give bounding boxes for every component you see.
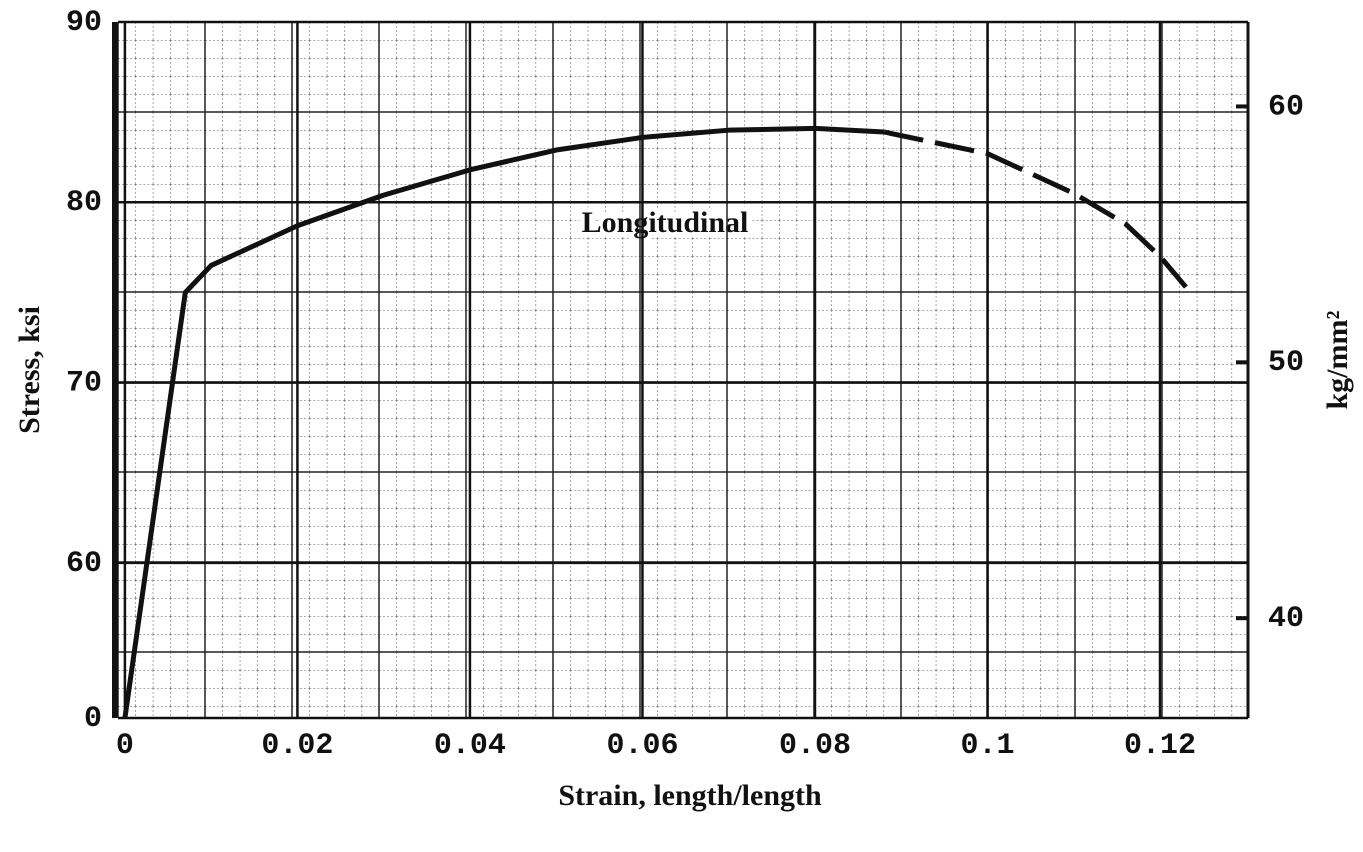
graph-paper xyxy=(118,22,1248,718)
x-tick-label: 0.1 xyxy=(960,729,1014,763)
x-axis-label: Strain, length/length xyxy=(558,779,822,812)
curve xyxy=(883,129,1188,289)
y2-axis-label: kg/mm² xyxy=(1321,311,1354,410)
x-tick-label: 0.08 xyxy=(779,729,851,763)
x-tick-label: 0.04 xyxy=(434,729,506,763)
y2-tick-label: 50 xyxy=(1268,346,1304,380)
y-tick-label: 80 xyxy=(66,186,102,220)
y2-tick-label: 60 xyxy=(1268,90,1304,124)
y-axis-label: Stress, ksi xyxy=(13,306,46,434)
x-tick-label: 0.06 xyxy=(606,729,678,763)
y-tick-label: 70 xyxy=(66,367,102,401)
y-tick-label: 60 xyxy=(66,547,102,581)
y-tick-label: 90 xyxy=(66,6,102,40)
x-tick-label: 0.12 xyxy=(1124,729,1196,763)
y2-tick-label: 40 xyxy=(1268,602,1304,636)
x-tick-label: 0.02 xyxy=(261,729,333,763)
x-tick-label: 0 xyxy=(116,729,134,763)
curve xyxy=(122,125,885,719)
y-tick-label: 0 xyxy=(84,702,102,736)
annotation: Longitudinal xyxy=(582,206,749,239)
